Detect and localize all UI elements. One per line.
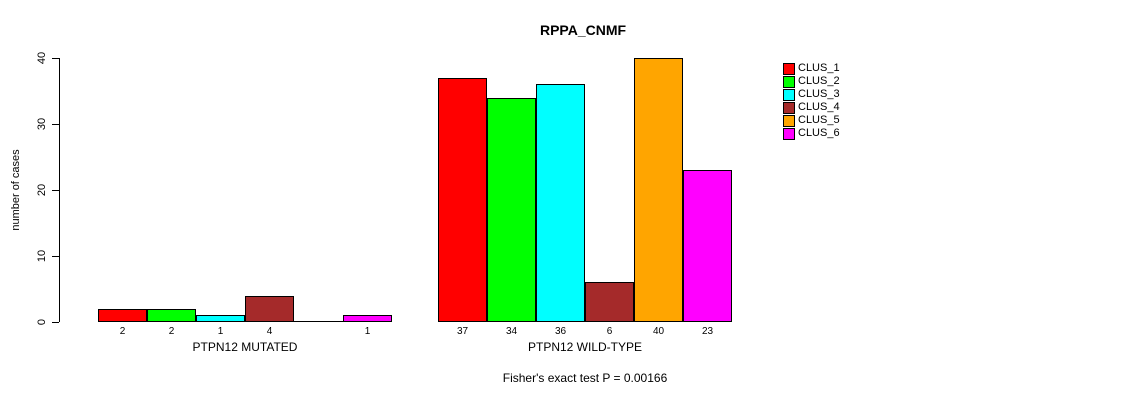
- legend-item: CLUS_5: [783, 114, 840, 127]
- legend-item: CLUS_3: [783, 88, 840, 101]
- bar: [343, 315, 392, 322]
- group-label: PTPN12 MUTATED: [192, 340, 298, 354]
- y-tick-label: 40: [36, 51, 48, 65]
- legend-swatch: [783, 88, 795, 101]
- y-tick: [52, 190, 59, 191]
- legend-swatch: [783, 75, 795, 88]
- y-tick: [52, 256, 59, 257]
- bar-value-label: 34: [505, 326, 518, 337]
- bar-value-label: 6: [606, 326, 613, 337]
- legend-swatch: [783, 62, 795, 75]
- y-tick-label: 30: [36, 117, 48, 131]
- bar: [585, 282, 634, 322]
- footer-pvalue: Fisher's exact test P = 0.00166: [502, 371, 668, 385]
- bar: [245, 296, 294, 322]
- legend-label: CLUS_1: [798, 62, 840, 74]
- bar-value-label: 37: [456, 326, 469, 337]
- legend-item: CLUS_1: [783, 62, 840, 75]
- bar-value-label: 1: [364, 326, 371, 337]
- legend-item: CLUS_2: [783, 75, 840, 88]
- bar: [487, 98, 536, 322]
- legend-swatch: [783, 127, 795, 140]
- bar: [294, 321, 343, 322]
- legend-label: CLUS_2: [798, 75, 840, 87]
- y-tick-label: 10: [36, 249, 48, 263]
- bar-value-label: 2: [119, 326, 126, 337]
- bar-value-label: 1: [217, 326, 224, 337]
- bar-value-label: 4: [266, 326, 273, 337]
- bar-value-label: 36: [554, 326, 567, 337]
- legend-label: CLUS_6: [798, 127, 840, 139]
- legend-swatch: [783, 101, 795, 114]
- y-tick-label: 20: [36, 183, 48, 197]
- bar: [147, 309, 196, 322]
- y-tick-label: 0: [36, 318, 48, 326]
- legend: CLUS_1 CLUS_2 CLUS_3 CLUS_4 CLUS_5 CLUS_6: [783, 62, 840, 140]
- bar: [438, 78, 487, 322]
- bar-value-label: 40: [652, 326, 665, 337]
- bar: [683, 170, 732, 322]
- chart-title: RPPA_CNMF: [539, 22, 627, 38]
- y-tick: [52, 58, 59, 59]
- group-label: PTPN12 WILD-TYPE: [527, 340, 643, 354]
- bar: [98, 309, 147, 322]
- legend-item: CLUS_6: [783, 127, 840, 140]
- y-tick: [52, 124, 59, 125]
- legend-label: CLUS_5: [798, 114, 840, 126]
- legend-label: CLUS_3: [798, 88, 840, 100]
- y-axis-line: [59, 58, 60, 322]
- bar: [536, 84, 585, 322]
- bar: [196, 315, 245, 322]
- y-axis-label: number of cases: [10, 149, 22, 231]
- legend-swatch: [783, 114, 795, 127]
- bar: [634, 58, 683, 322]
- legend-item: CLUS_4: [783, 101, 840, 114]
- legend-label: CLUS_4: [798, 101, 840, 113]
- bar-value-label: 2: [168, 326, 175, 337]
- bar-value-label: 23: [701, 326, 714, 337]
- y-tick: [52, 322, 59, 323]
